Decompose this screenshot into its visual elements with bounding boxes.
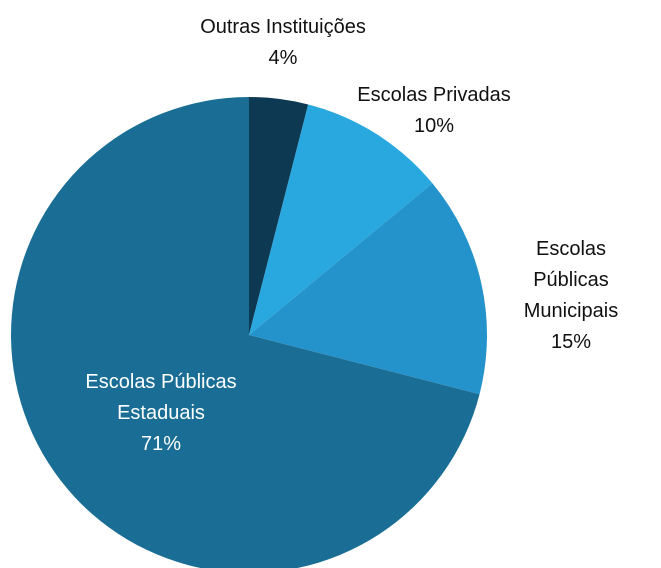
category-label: Outras Instituições [200,16,366,38]
pie-slice [11,97,480,568]
slice-label: Outras Instituições 4% [200,12,366,74]
category-label: Escolas Públicas Estaduais [85,371,237,424]
category-label: Escolas Públicas Municipais [523,238,619,322]
slice-label: Escolas Públicas Estaduais 71% [85,367,236,460]
value-label: 10% [413,115,455,137]
pie-slice [249,97,309,335]
value-label: 4% [268,47,298,69]
pie-slice [249,104,433,336]
slice-label: Escolas Públicas Municipais 15% [524,234,618,358]
category-label: Escolas Privadas [357,84,511,106]
slice-label: Escolas Privadas 10% [357,80,510,142]
value-label: 71% [140,433,182,455]
pie-slice [249,183,487,395]
value-label: 15% [550,331,592,353]
